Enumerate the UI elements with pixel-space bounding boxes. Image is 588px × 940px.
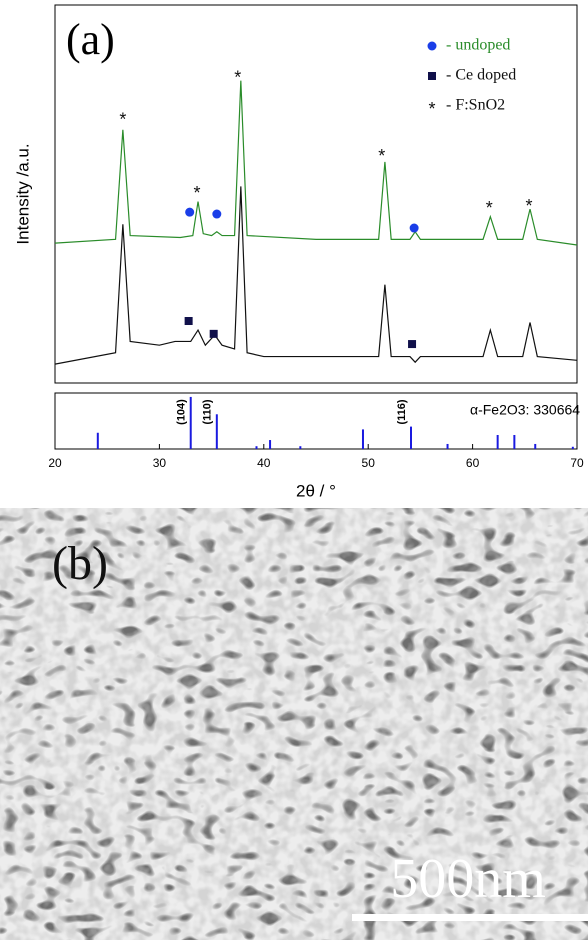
peak-marker: * (525, 196, 532, 216)
peak-marker: * (119, 109, 126, 129)
legend-symbol (428, 72, 436, 80)
peak-marker (185, 207, 195, 217)
reference-label: α-Fe2O3: 330664 (470, 402, 580, 418)
reference-frame (54, 392, 578, 450)
scale-bar (352, 914, 588, 921)
x-axis-label: 2θ / ° (296, 481, 336, 500)
peak-marker: * (193, 183, 200, 203)
xrd-trace (54, 80, 578, 246)
peak-label: (110) (202, 399, 214, 424)
panel-label: (a) (66, 15, 115, 64)
legend-label: - Ce doped (446, 67, 516, 84)
peak-marker: * (486, 198, 493, 218)
panel-label: (b) (52, 537, 108, 590)
sem-noise (0, 508, 588, 940)
xrd-trace (54, 186, 578, 365)
peak-marker (408, 340, 417, 349)
legend-symbol (427, 41, 437, 51)
x-tick-label: 20 (48, 456, 62, 470)
peak-marker (209, 329, 218, 338)
x-tick-label: 30 (153, 456, 167, 470)
peak-label: (116) (396, 399, 408, 424)
x-tick-label: 50 (362, 456, 376, 470)
peak-marker: * (234, 68, 241, 88)
peak-marker: * (378, 146, 385, 166)
x-tick-label: 70 (570, 456, 584, 470)
scale-bar-label: 500nm (390, 848, 546, 910)
legend-label: - undoped (446, 37, 510, 54)
x-tick-label: 60 (466, 456, 480, 470)
legend-label: - F:SnO2 (446, 97, 505, 114)
y-axis-label: Intensity /a.u. (13, 143, 32, 244)
peak-marker (409, 223, 419, 233)
x-tick-label: 40 (257, 456, 271, 470)
peak-label: (104) (176, 399, 188, 425)
plot-frame (54, 4, 578, 384)
peak-marker (212, 209, 222, 219)
peak-marker (184, 317, 193, 326)
legend-symbol: * (428, 99, 435, 119)
